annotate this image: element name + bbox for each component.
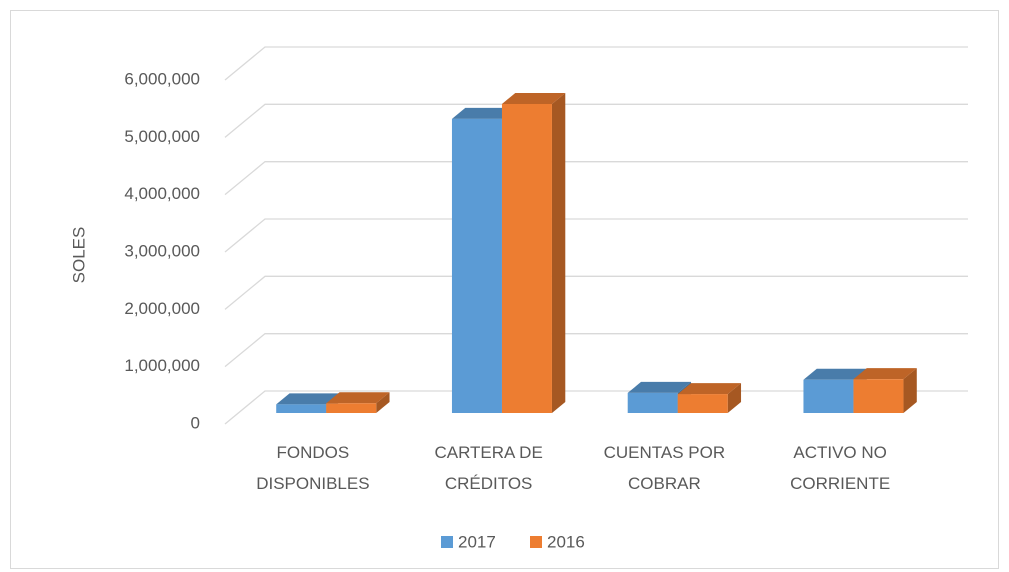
bar-top [501, 92, 566, 104]
grid-line [224, 103, 968, 138]
y-tick-label: 2,000,000 [124, 299, 200, 318]
bar [853, 379, 904, 413]
y-tick-label: 3,000,000 [124, 241, 200, 260]
y-tick-label: 4,000,000 [124, 184, 200, 203]
legend-swatch [441, 536, 453, 548]
bar-top [326, 392, 390, 404]
grid-line [224, 46, 968, 81]
legend-label: 2017 [458, 532, 496, 551]
grid-line [224, 333, 968, 368]
bar-top [853, 368, 917, 380]
y-tick-label: 6,000,000 [124, 69, 200, 88]
y-tick-label: 5,000,000 [124, 127, 200, 146]
y-axis-label: SOLES [69, 227, 88, 284]
bar [803, 379, 854, 413]
bar-top [451, 107, 516, 119]
x-tick-label: FONDOS DISPONIBLES [256, 443, 370, 493]
x-tick-label: CARTERA DE CRÉDITOS [434, 443, 543, 493]
grid-line [224, 275, 968, 310]
bar-side [727, 383, 742, 413]
bar-top [803, 368, 867, 380]
bar-side [376, 392, 390, 413]
bar [677, 394, 728, 413]
grid-line [224, 161, 968, 196]
bar [326, 403, 377, 413]
bar-top [677, 383, 742, 395]
y-tick-label: 0 [191, 413, 200, 432]
grid-line [224, 218, 968, 253]
legend-label: 2016 [547, 532, 585, 551]
bar-top [276, 393, 340, 405]
bar [451, 118, 502, 413]
x-tick-label: ACTIVO NO CORRIENTE [790, 443, 891, 493]
bar-top [627, 381, 692, 393]
legend-swatch [530, 536, 542, 548]
bar-side [551, 92, 566, 414]
bar-side [903, 368, 917, 413]
bar [627, 392, 678, 413]
bar [501, 103, 552, 414]
bar [276, 404, 327, 413]
y-tick-label: 1,000,000 [124, 356, 200, 375]
x-tick-label: CUENTAS POR COBRAR [603, 443, 726, 493]
